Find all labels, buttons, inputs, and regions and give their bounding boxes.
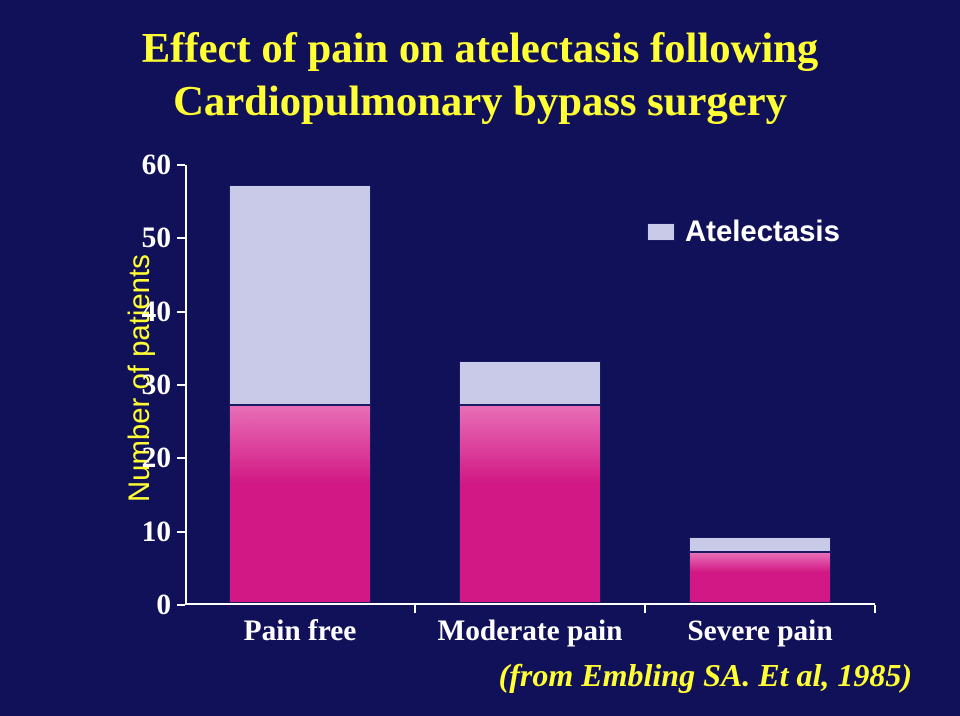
- y-tick-mark: [177, 531, 185, 533]
- category-label: Pain free: [244, 615, 357, 648]
- title-line-1: Effect of pain on atelectasis following: [0, 22, 960, 75]
- citation-text: (from Embling SA. Et al, 1985): [499, 657, 912, 694]
- y-tick-mark: [177, 164, 185, 166]
- y-tick-mark: [177, 237, 185, 239]
- bar-group: [689, 537, 832, 603]
- bar-group: [229, 185, 372, 603]
- y-tick-label: 20: [121, 442, 171, 475]
- bar-segment-base: [229, 405, 372, 603]
- bar-segment-atelectasis: [229, 185, 372, 405]
- y-tick-mark: [177, 311, 185, 313]
- bar-segment-base: [689, 552, 832, 603]
- bar-segment-atelectasis: [459, 361, 602, 405]
- slide-root: Effect of pain on atelectasis following …: [0, 0, 960, 716]
- category-label: Severe pain: [687, 615, 832, 648]
- category-label: Moderate pain: [438, 615, 623, 648]
- legend-swatch: [647, 223, 675, 241]
- x-tick-mark: [644, 605, 646, 613]
- bar-segment-atelectasis: [689, 537, 832, 552]
- y-tick-label: 40: [121, 296, 171, 329]
- legend-label: Atelectasis: [685, 215, 840, 249]
- y-tick-mark: [177, 457, 185, 459]
- bar-group: [459, 361, 602, 603]
- chart-legend: Atelectasis: [647, 215, 840, 249]
- x-tick-mark: [874, 605, 876, 613]
- y-axis-line: [185, 165, 187, 605]
- title-line-2: Cardiopulmonary bypass surgery: [0, 75, 960, 128]
- y-tick-label: 30: [121, 369, 171, 402]
- y-tick-label: 50: [121, 222, 171, 255]
- bar-segment-base: [459, 405, 602, 603]
- x-tick-mark: [414, 605, 416, 613]
- y-tick-label: 10: [121, 516, 171, 549]
- slide-title: Effect of pain on atelectasis following …: [0, 22, 960, 129]
- y-tick-mark: [177, 384, 185, 386]
- y-tick-label: 60: [121, 149, 171, 182]
- y-tick-label: 0: [121, 589, 171, 622]
- x-axis-line: [185, 603, 875, 605]
- y-tick-mark: [177, 604, 185, 606]
